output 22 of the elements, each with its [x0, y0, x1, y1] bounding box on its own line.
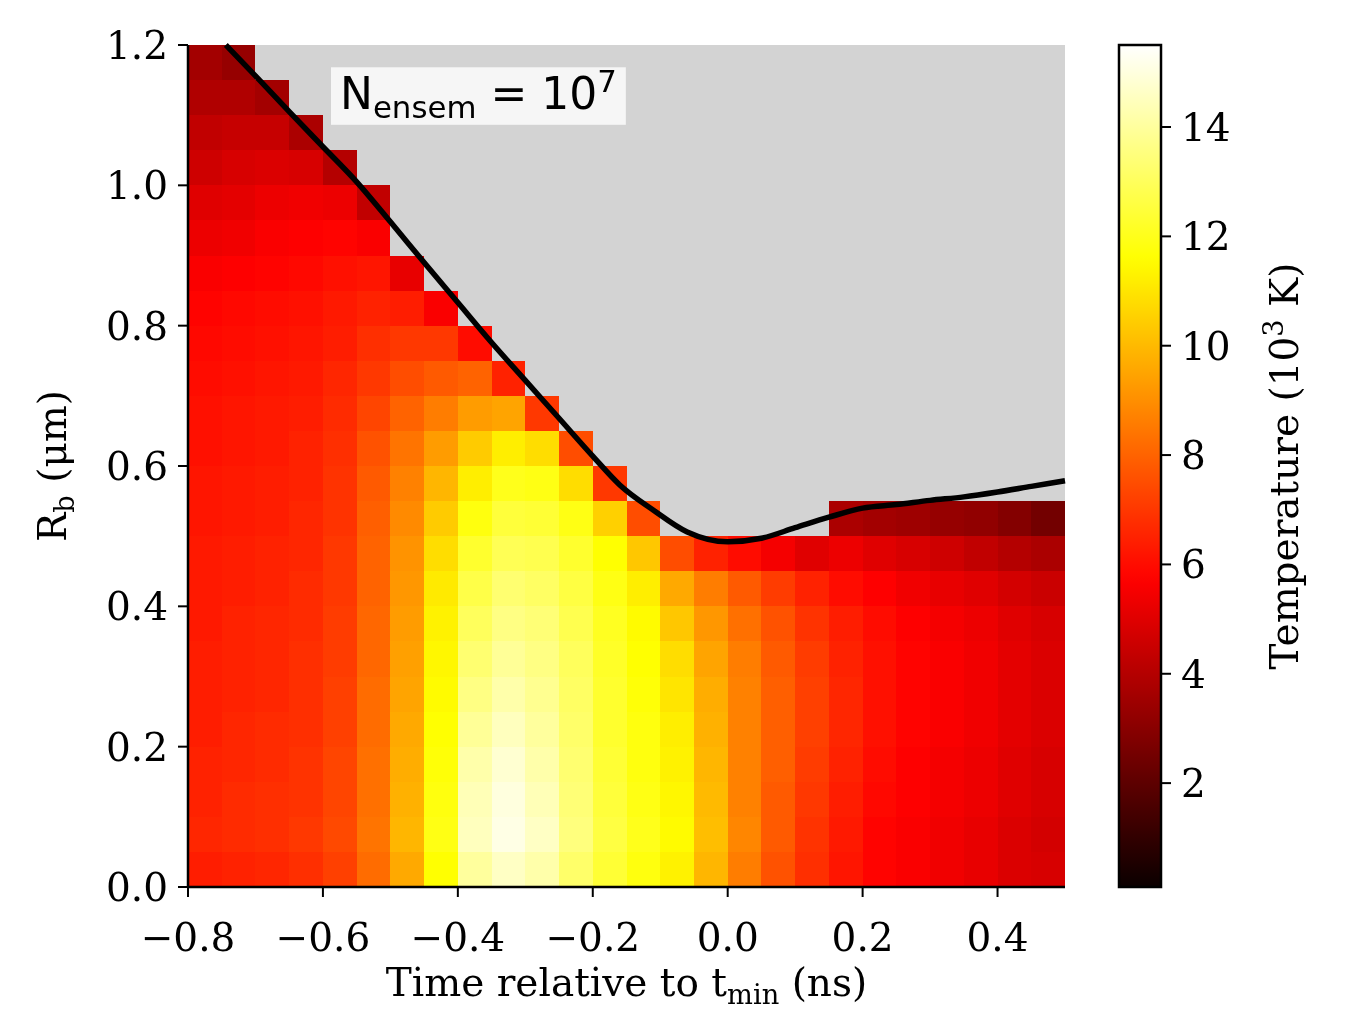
color-bar-label: 12	[1181, 214, 1231, 260]
color-bar-label: 6	[1181, 542, 1206, 588]
color-bar-label: 4	[1181, 651, 1206, 697]
color-bar-label: 10	[1181, 323, 1231, 369]
y-tick-label: 0.8	[105, 303, 168, 349]
x-tick-label: −0.4	[410, 915, 506, 960]
x-tick-label: 0.2	[831, 915, 894, 960]
color-bar-label: 8	[1181, 433, 1206, 479]
color-bar-label: 2	[1181, 761, 1206, 807]
x-axis-title: Time relative to t$_{min}$ (ns)	[385, 960, 868, 1010]
x-tick-label: −0.8	[140, 915, 236, 960]
y-tick-label: 0.6	[105, 444, 168, 490]
y-tick-label: 1.0	[105, 163, 168, 209]
color-bar-label: 14	[1181, 105, 1231, 151]
x-tick-label: 0.0	[696, 915, 759, 960]
y-tick-label: 0.2	[105, 724, 168, 770]
y-tick-label: 0.4	[105, 584, 168, 630]
y-tick-label: 1.2	[105, 23, 168, 69]
x-tick-label: −0.2	[545, 915, 641, 960]
x-tick-label: −0.6	[275, 915, 371, 960]
y-tick-label: 0.0	[105, 865, 168, 911]
x-tick-label: 0.4	[966, 915, 1029, 960]
